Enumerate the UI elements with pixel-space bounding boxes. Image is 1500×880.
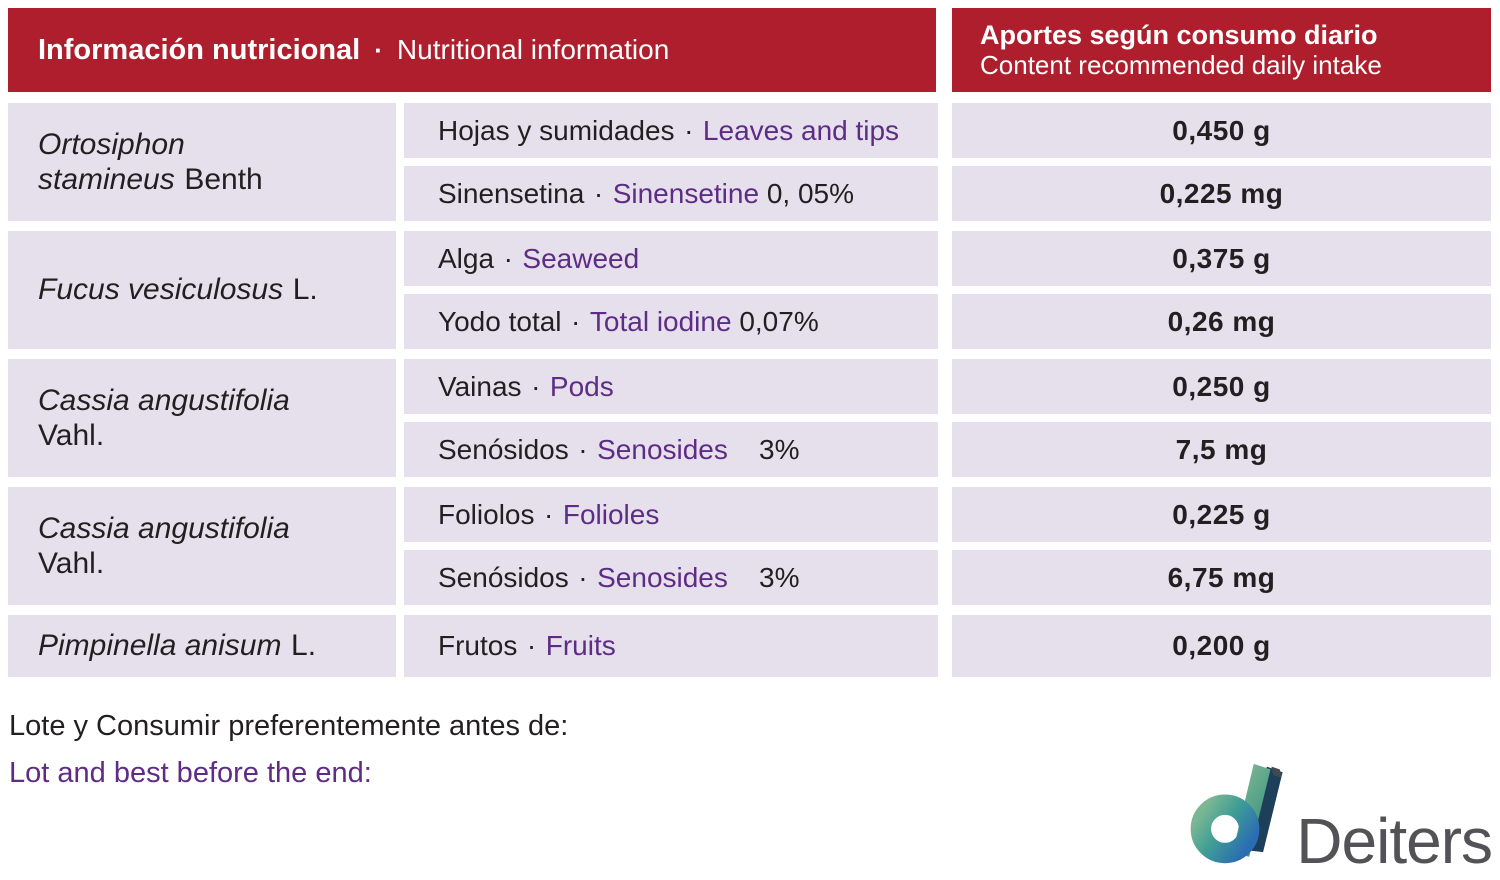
- value-cell: 0,250 g: [952, 359, 1491, 414]
- part-cell: Foliolos · Folioles: [404, 487, 938, 542]
- dot-separator: ·: [531, 370, 541, 402]
- part-cell: Frutos · Fruits: [404, 615, 938, 677]
- part-extra: 0,07%: [731, 305, 819, 337]
- plant-name-latin: Fucus vesiculosus: [38, 273, 284, 307]
- plant-name-latin: Cassia angustifolia: [38, 511, 290, 545]
- plant-name: Ortosiphon stamineus Benth: [8, 103, 396, 221]
- brand-logo: Deiters: [1186, 761, 1493, 878]
- dot-separator: ·: [503, 242, 513, 274]
- brand-name: Deiters: [1296, 805, 1493, 878]
- plant-name-text: Ortosiphon stamineus Benth: [38, 127, 372, 198]
- part-extra: 3%: [727, 561, 800, 593]
- part-cell: Hojas y sumidades · Leaves and tips: [404, 103, 938, 158]
- table-header: Información nutricional · Nutritional in…: [8, 8, 1491, 92]
- dot-separator: ·: [684, 114, 694, 146]
- part-column: Foliolos · Folioles Senósidos · Senoside…: [404, 487, 938, 605]
- dot-separator: ·: [544, 498, 554, 530]
- part-name-en: Seaweed: [522, 242, 640, 274]
- part-cell: Vainas · Pods: [404, 359, 938, 414]
- footer-lot-line-es: Lote y Consumir preferentemente antes de…: [9, 710, 569, 742]
- part-name-en: Fruits: [545, 630, 616, 661]
- plant-name-authority: L.: [291, 629, 317, 663]
- part-name-en: Pods: [549, 370, 614, 402]
- part-name-en: Folioles: [562, 498, 660, 530]
- value-cell: 0,375 g: [952, 231, 1491, 286]
- plant-name-latin: Ortosiphon stamineus: [38, 127, 185, 196]
- dot-separator: ·: [526, 630, 537, 661]
- value-column: 0,200 g: [952, 615, 1491, 677]
- header-title-en: Nutritional information: [396, 34, 670, 65]
- value-cell: 7,5 mg: [952, 422, 1491, 477]
- part-column: Vainas · Pods Senósidos · Senosides 3%: [404, 359, 938, 477]
- value-cell: 0,450 g: [952, 103, 1491, 158]
- plant-name-text: Cassia angustifolia Vahl.: [38, 511, 290, 582]
- part-extra: 0, 05%: [759, 177, 854, 209]
- plant-name-text: Cassia angustifolia Vahl.: [38, 383, 290, 454]
- dot-separator: ·: [593, 177, 604, 209]
- part-name-es: Alga: [438, 242, 495, 274]
- part-name-en: Total iodine: [589, 305, 732, 337]
- part-column: Frutos · Fruits: [404, 615, 938, 677]
- part-column: Hojas y sumidades · Leaves and tips Sine…: [404, 103, 938, 221]
- part-name-en: Sinensetine: [612, 177, 760, 209]
- header-title-es: Información nutricional: [38, 33, 361, 66]
- part-name-es: Sinensetina: [438, 177, 585, 209]
- plant-name-authority: Vahl.: [38, 419, 105, 452]
- header-left-cell: Información nutricional · Nutritional in…: [8, 8, 936, 92]
- dot-separator: ·: [571, 305, 581, 337]
- plant-name-authority: Benth: [184, 163, 263, 196]
- lot-info: Lote y Consumir preferentemente antes de…: [9, 710, 1491, 790]
- part-column: Alga · Seaweed Yodo total · Total iodine…: [404, 231, 938, 349]
- value-cell: 0,200 g: [952, 615, 1491, 677]
- part-name-en: Leaves and tips: [702, 114, 900, 146]
- value-column: 0,225 g 6,75 mg: [952, 487, 1491, 605]
- header-right-title-en: Content recommended daily intake: [980, 49, 1382, 80]
- value-column: 0,375 g 0,26 mg: [952, 231, 1491, 349]
- dot-separator: ·: [578, 433, 588, 465]
- part-cell: Senósidos · Senosides 3%: [404, 422, 938, 477]
- deiters-logo-mark: [1186, 761, 1290, 872]
- plant-name-latin: Pimpinella anisum: [38, 629, 282, 663]
- part-name-es: Senósidos: [438, 433, 569, 465]
- header-right-title-es: Aportes según consumo diario: [980, 19, 1378, 50]
- plant-name: Fucus vesiculosus L.: [8, 231, 396, 349]
- dot-separator: ·: [578, 561, 588, 593]
- part-name-es: Senósidos: [438, 561, 569, 593]
- part-extra: 3%: [727, 433, 800, 465]
- plant-name-latin: Cassia angustifolia: [38, 383, 290, 417]
- part-cell: Yodo total · Total iodine 0,07%: [404, 294, 938, 349]
- part-name-en: Senosides: [597, 433, 728, 465]
- part-name-es: Hojas y sumidades: [438, 114, 675, 146]
- part-name-es: Frutos: [438, 630, 518, 661]
- part-cell: Senósidos · Senosides 3%: [404, 550, 938, 605]
- value-cell: 6,75 mg: [952, 550, 1491, 605]
- value-cell: 0,225 g: [952, 487, 1491, 542]
- header-right-cell: Aportes según consumo diario Content rec…: [952, 8, 1491, 92]
- table-row-cassia-folioles: Cassia angustifolia Vahl. Foliolos · Foli…: [8, 487, 1491, 605]
- plant-name-authority: L.: [292, 273, 318, 307]
- plant-name: Cassia angustifolia Vahl.: [8, 359, 396, 477]
- plant-name: Cassia angustifolia Vahl.: [8, 487, 396, 605]
- part-name-es: Vainas: [438, 370, 522, 402]
- part-name-en: Senosides: [597, 561, 728, 593]
- nutrition-label: Información nutricional · Nutritional in…: [8, 8, 1491, 790]
- value-column: 0,450 g 0,225 mg: [952, 103, 1491, 221]
- plant-name-text: Fucus vesiculosus L.: [38, 272, 318, 307]
- table-row-pimpinella: Pimpinella anisum L. Frutos · Fruits 0,20…: [8, 615, 1491, 677]
- table-row-fucus: Fucus vesiculosus L. Alga · Seaweed Yodo …: [8, 231, 1491, 349]
- part-name-es: Foliolos: [438, 498, 535, 530]
- plant-name-text: Pimpinella anisum L.: [38, 628, 316, 663]
- value-cell: 0,26 mg: [952, 294, 1491, 349]
- part-name-es: Yodo total: [438, 305, 562, 337]
- table-row-ortosiphon: Ortosiphon stamineus Benth Hojas y sumida…: [8, 103, 1491, 221]
- plant-name-authority: Vahl.: [38, 547, 105, 580]
- value-column: 0,250 g 7,5 mg: [952, 359, 1491, 477]
- plant-name: Pimpinella anisum L.: [8, 615, 396, 677]
- header-dot-separator: ·: [374, 34, 383, 65]
- part-cell: Sinensetina · Sinensetine 0, 05%: [404, 166, 938, 221]
- footer-lot-line-en: Lot and best before the end:: [9, 757, 372, 789]
- value-cell: 0,225 mg: [952, 166, 1491, 221]
- part-cell: Alga · Seaweed: [404, 231, 938, 286]
- table-row-cassia-pods: Cassia angustifolia Vahl. Vainas · Pods S…: [8, 359, 1491, 477]
